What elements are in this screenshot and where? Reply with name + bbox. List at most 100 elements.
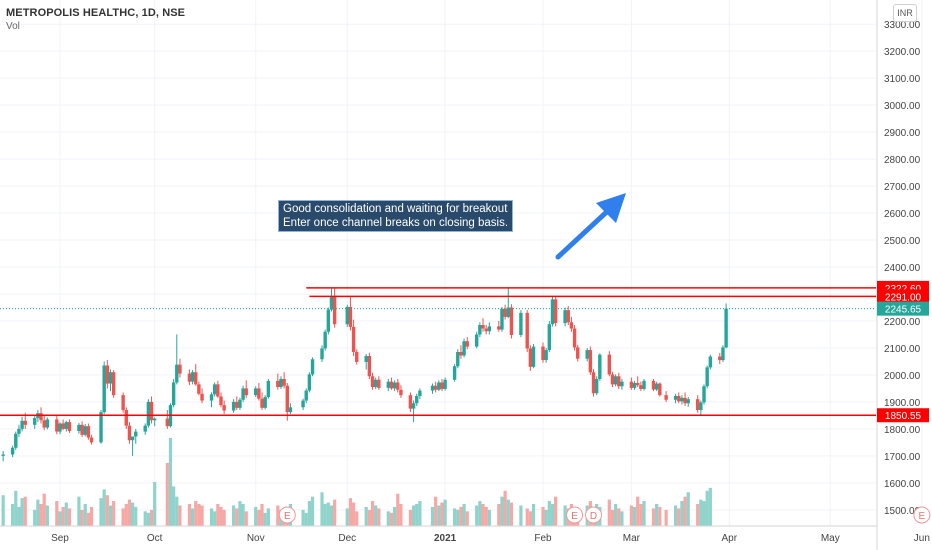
candle-body (241, 388, 245, 400)
price-tick-label: 2000.00 (884, 371, 921, 382)
volume-bar (11, 504, 15, 526)
candle-body (411, 403, 416, 409)
volume-bar (329, 505, 334, 526)
volume-bar (364, 506, 368, 526)
candle-body (124, 409, 128, 426)
candle-body (257, 388, 261, 399)
volume-bar (238, 501, 242, 526)
volume-bar (1, 495, 5, 526)
volume-bar (304, 512, 308, 526)
candle-body (487, 326, 492, 332)
event-marker-icon[interactable] (913, 506, 931, 524)
candle-body (301, 400, 305, 408)
annotation-text-box[interactable]: Good consolidation and waiting for break… (278, 200, 514, 232)
price-tick-label: 3000.00 (884, 101, 921, 112)
event-marker-label: E (571, 511, 578, 522)
volume-bar (355, 511, 359, 526)
candle-body (572, 328, 577, 348)
candle-body (1, 454, 5, 456)
price-tick-label: 3200.00 (884, 47, 921, 58)
candle-body (329, 296, 334, 310)
volume-bar (244, 511, 248, 526)
candle-body (235, 401, 239, 408)
volume-bar (393, 506, 397, 526)
candle-body (459, 351, 463, 356)
volume-bar (301, 509, 305, 526)
volume-bar (389, 512, 394, 526)
volume-bar (55, 501, 59, 526)
candle-body (664, 395, 668, 400)
candle-body (683, 397, 687, 404)
candle-body (89, 437, 94, 443)
volume-bar (620, 511, 624, 526)
candle-body (266, 380, 271, 398)
candle-body (345, 306, 349, 325)
horizontal-levels[interactable] (0, 287, 876, 416)
volume-bar (348, 498, 353, 526)
candle-body (17, 428, 21, 434)
candle-body (370, 376, 375, 388)
candle-body (553, 299, 558, 324)
candle-body (83, 426, 87, 435)
volume-bar (418, 501, 422, 526)
volume-bar (434, 496, 438, 526)
time-tick-label: Dec (338, 533, 356, 544)
candle-body (702, 386, 706, 403)
time-axis[interactable]: Sep Oct Nov Dec 2021 Feb Mar Apr May Jun (0, 525, 930, 544)
volume-bar (673, 505, 678, 526)
volume-bar (702, 501, 706, 526)
volume-bar (146, 512, 150, 526)
volume-bar (642, 501, 646, 526)
candle-body (355, 351, 359, 362)
candle-body (673, 395, 678, 400)
event-marker-icon[interactable] (278, 506, 296, 524)
candle-body (80, 424, 84, 435)
event-marker-label: D (590, 511, 597, 522)
volume-bar (323, 504, 327, 526)
volume-bar (481, 504, 485, 526)
event-marker-label: E (284, 511, 291, 522)
currency-button[interactable]: INR (893, 4, 917, 22)
candle-body (399, 389, 403, 396)
price-tick-label: 2900.00 (884, 128, 921, 139)
candle-body (134, 431, 138, 437)
price-axis[interactable]: 1500.00 1600.00 1700.00 1800.00 1900.00 2000.… (876, 0, 929, 550)
volume-bar (121, 508, 125, 526)
candle-body (721, 347, 725, 361)
level-price-tag (877, 408, 929, 423)
volume-bar (112, 501, 116, 526)
symbol-title: METROPOLIS HEALTHC, 1D, NSE (6, 7, 186, 19)
volume-bar (651, 508, 656, 526)
volume-bar (172, 486, 176, 526)
candle-body (718, 356, 722, 361)
candle-body (680, 397, 684, 402)
price-tick-label: 3300.00 (884, 20, 921, 31)
candle-body (377, 379, 381, 388)
volume-bar (124, 504, 128, 526)
candle-body (373, 379, 378, 388)
candle-body (639, 385, 643, 389)
candle-body (171, 382, 176, 406)
volume-bar (197, 504, 201, 526)
event-marker-icon[interactable] (585, 506, 603, 524)
volume-bar (386, 511, 390, 526)
candle-body (42, 420, 46, 428)
volume-bar (465, 511, 469, 526)
volume-bar (699, 499, 703, 526)
volume-bar (443, 499, 447, 526)
candle-body (39, 413, 43, 421)
price-tick-label: 2400.00 (884, 263, 921, 274)
volume-bar (263, 512, 267, 526)
volume-bar (453, 508, 457, 526)
candle-body (525, 312, 529, 349)
event-marker-icon[interactable] (566, 506, 584, 524)
price-tick-label: 2500.00 (884, 236, 921, 247)
candle-body (282, 378, 286, 386)
volume-bar (484, 506, 488, 526)
volume-bar (257, 509, 261, 526)
candle-body (61, 423, 65, 429)
breakout-arrow-icon[interactable] (555, 193, 626, 260)
candle-body (456, 351, 460, 367)
candle-body (307, 374, 312, 391)
